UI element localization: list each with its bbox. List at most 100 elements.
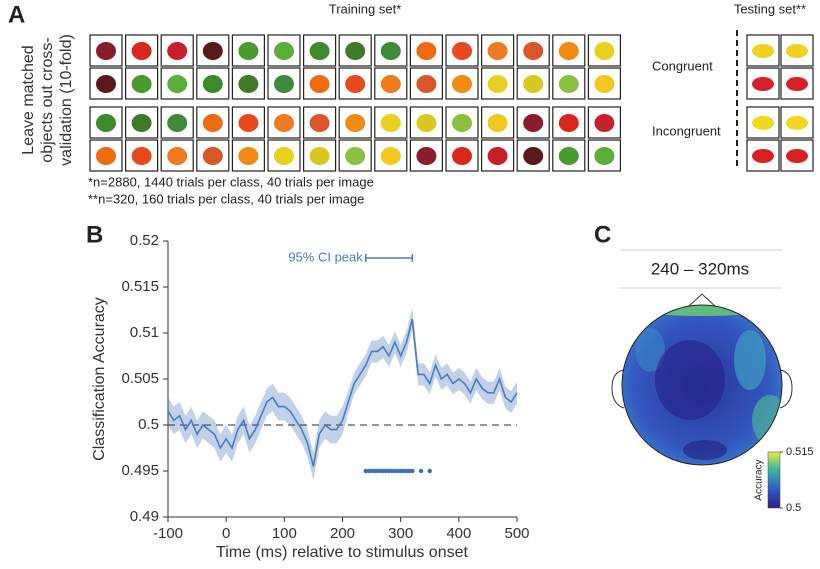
side-label-line: validation (10-fold) <box>58 34 75 166</box>
object <box>558 114 579 132</box>
panel-label: C <box>594 221 611 248</box>
x-tick-label: 200 <box>330 525 355 542</box>
y-tick-label: 0.5 <box>138 416 159 433</box>
object <box>309 114 330 132</box>
x-tick-label: 500 <box>504 525 529 542</box>
x-tick-label: 300 <box>388 525 413 542</box>
object <box>202 114 223 132</box>
object <box>274 147 294 165</box>
object <box>786 116 808 130</box>
object <box>380 147 401 165</box>
object <box>487 42 508 60</box>
significant-point <box>427 468 432 474</box>
object <box>380 75 401 93</box>
object <box>309 147 330 165</box>
head-map <box>611 293 793 466</box>
ear <box>779 369 793 409</box>
y-tick-label: 0.515 <box>121 278 159 295</box>
object <box>523 42 544 60</box>
object <box>786 149 808 163</box>
plot-area: 0.49 0.495 0.5 0.505 0.51 0.515 0.52 -100 0 100 20… <box>121 232 529 542</box>
object <box>380 42 401 60</box>
side-label: Leave matched objects out cross- validat… <box>20 34 75 166</box>
object <box>96 42 116 60</box>
thumbnail <box>445 106 479 139</box>
object <box>274 75 294 93</box>
condition-label: Congruent <box>652 58 713 73</box>
condition-label: Incongruent <box>652 123 721 138</box>
object <box>309 42 330 60</box>
training-title: Training set* <box>329 1 402 16</box>
footnote: **n=320, 160 trials per class, 40 trials… <box>88 191 364 206</box>
colorbar-tick-label: 0.5 <box>786 502 801 514</box>
y-tick-label: 0.49 <box>130 508 159 525</box>
object <box>345 147 366 165</box>
y-axis-label: Classification Accuracy <box>91 297 108 461</box>
testing-title: Testing set** <box>734 1 806 16</box>
object <box>309 75 330 93</box>
object <box>131 75 152 93</box>
y-tick-label: 0.51 <box>130 324 159 341</box>
significant-point <box>410 468 415 474</box>
object <box>96 114 116 132</box>
object <box>238 114 259 132</box>
object <box>274 114 294 132</box>
panel-label: A <box>8 1 25 28</box>
object <box>786 44 808 58</box>
object <box>487 75 508 93</box>
time-window: 240 – 320ms <box>651 259 749 278</box>
object <box>238 147 259 165</box>
object <box>96 147 116 165</box>
nose <box>687 293 717 308</box>
object <box>752 149 774 163</box>
ci-peak-bar <box>365 254 414 262</box>
significant-point <box>418 468 424 474</box>
object <box>523 147 544 165</box>
object <box>594 75 615 93</box>
object <box>416 114 437 132</box>
side-label-line: objects out cross- <box>39 37 56 162</box>
object <box>452 75 472 93</box>
confidence-band <box>168 308 517 481</box>
x-axis-label: Time (ms) relative to stimulus onset <box>216 544 468 561</box>
panel-label: B <box>86 221 103 248</box>
object <box>786 77 808 91</box>
object <box>167 147 188 165</box>
accuracy-line <box>167 319 518 467</box>
object <box>274 42 294 60</box>
thumbnail <box>552 34 586 67</box>
object <box>238 75 259 93</box>
topo-blobs <box>632 305 782 460</box>
object <box>752 116 774 130</box>
object <box>202 42 223 60</box>
object <box>452 147 472 165</box>
object <box>558 42 579 60</box>
object <box>487 147 508 165</box>
object <box>594 42 615 60</box>
side-label-line: Leave matched <box>20 45 37 154</box>
object <box>167 75 188 93</box>
object <box>380 114 401 132</box>
object <box>167 42 188 60</box>
object <box>345 114 366 132</box>
y-tick-label: 0.495 <box>121 462 159 479</box>
object <box>202 147 223 165</box>
colorbar-tick-label: 0.515 <box>786 446 814 458</box>
ci-peak-label: 95% CI peak <box>288 249 363 264</box>
thumbnail <box>160 34 194 67</box>
object <box>345 42 366 60</box>
thumbnail <box>409 106 443 139</box>
colorbar-label: Accuracy <box>754 459 765 500</box>
object <box>452 42 472 60</box>
object <box>131 42 152 60</box>
image-grid <box>89 34 814 172</box>
object <box>752 44 774 58</box>
x-tick-label: 400 <box>446 525 471 542</box>
x-tick-label: 0 <box>222 525 230 542</box>
object <box>345 75 366 93</box>
colorbar-ticks: 0.5 0.515 <box>780 446 814 514</box>
thumbnail <box>303 67 337 100</box>
y-tick-label: 0.505 <box>121 370 159 387</box>
object <box>594 114 615 132</box>
